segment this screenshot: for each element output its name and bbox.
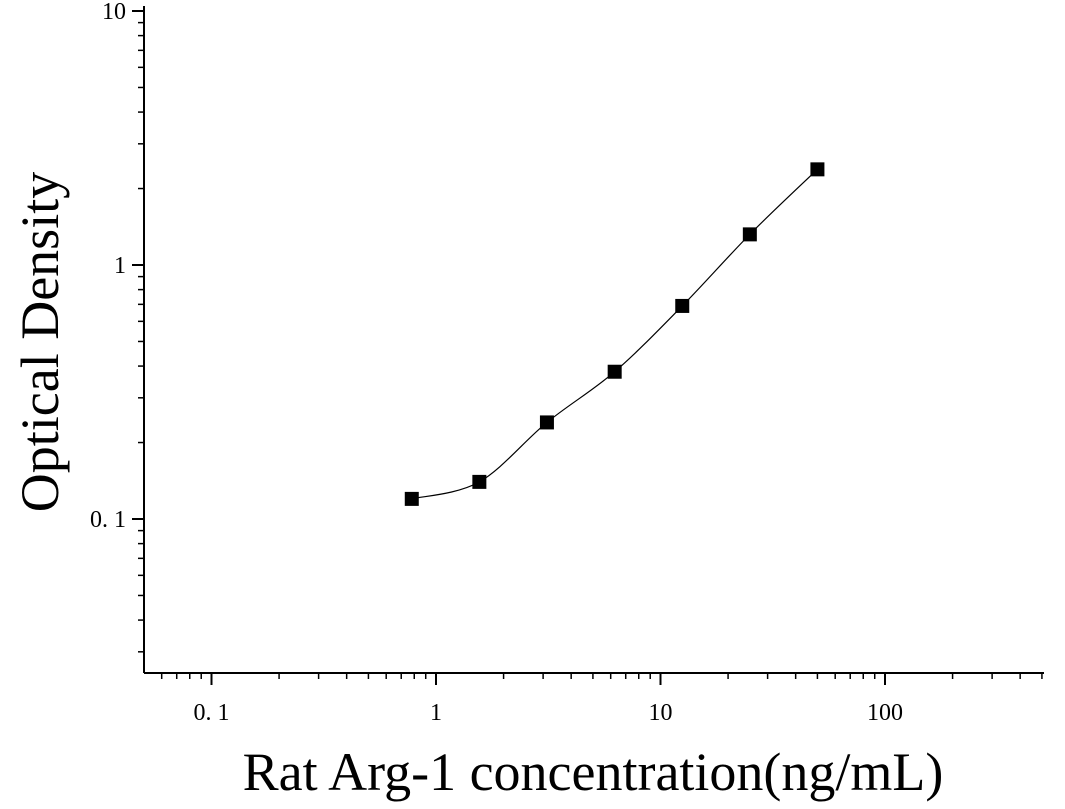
x-tick-label: 0. 1 bbox=[194, 700, 230, 726]
data-points bbox=[404, 162, 825, 506]
fit-curve bbox=[411, 168, 818, 500]
data-point-marker bbox=[539, 415, 554, 430]
x-axis-title: Rat Arg-1 concentration(ng/mL) bbox=[243, 742, 944, 802]
data-point-marker bbox=[675, 298, 690, 313]
y-tick-label: 10 bbox=[102, 0, 126, 25]
x-tick-label: 1 bbox=[430, 700, 442, 726]
tick-labels: 0. 1 1 10 100 0. 1 1 10 bbox=[90, 0, 903, 726]
data-point-marker bbox=[472, 474, 487, 489]
y-tick-label: 0. 1 bbox=[90, 507, 126, 533]
axis-ticks bbox=[132, 10, 1043, 685]
y-axis-title: Optical Density bbox=[10, 172, 70, 512]
y-tick-label: 1 bbox=[114, 253, 126, 279]
data-point-marker bbox=[404, 491, 419, 506]
axes bbox=[143, 6, 1044, 674]
x-tick-label: 100 bbox=[867, 700, 903, 726]
data-point-marker bbox=[810, 162, 825, 177]
data-point-marker bbox=[742, 227, 757, 242]
x-tick-label: 10 bbox=[649, 700, 673, 726]
data-point-marker bbox=[607, 364, 622, 379]
